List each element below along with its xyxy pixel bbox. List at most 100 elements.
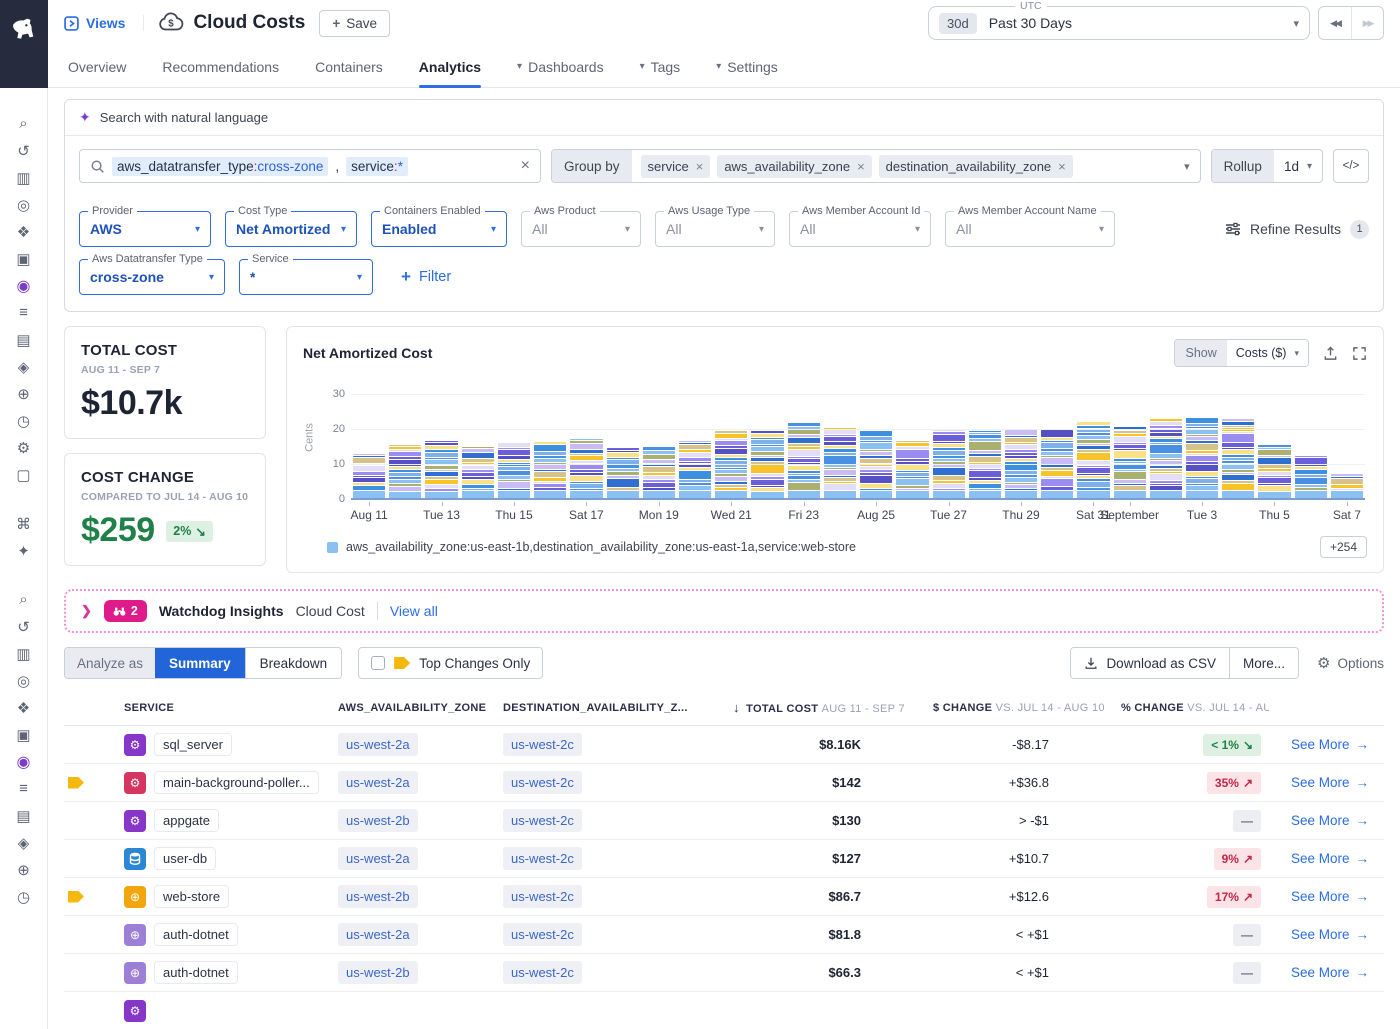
chart-bar[interactable] [1330,473,1364,499]
sidebar-item-synthetics-2-icon[interactable]: ⊕ [17,861,30,879]
sidebar-item-notebooks-icon[interactable]: ▢ [16,466,31,484]
filter-aws-usage-type[interactable]: Aws Usage Type All ▾ [655,205,775,247]
chart-bar[interactable] [896,440,929,499]
col-dollar-change[interactable]: $ CHANGE VS. JUL 14 - AUG 10 [933,702,1121,714]
sidebar-item-logs-icon[interactable]: ≡ [19,304,28,321]
chart-bar[interactable] [1258,444,1291,499]
time-back-button[interactable]: ◀◀ [1319,7,1351,39]
tab-analytics[interactable]: Analytics [418,46,482,88]
filter-provider[interactable]: Provider AWS ▾ [79,205,211,247]
sidebar-item-security-2-icon[interactable]: ◈ [17,834,30,852]
tab-overview[interactable]: Overview [68,46,126,87]
service-name[interactable]: sql_server [154,733,232,756]
sidebar-item-rum-2-icon[interactable]: ◷ [16,888,31,906]
service-name[interactable]: appgate [154,809,219,832]
groupby-chip[interactable]: aws_availability_zone × [717,154,872,178]
filter-cost-type[interactable]: Cost Type Net Amortized ▾ [225,205,357,247]
checkbox[interactable] [371,656,386,670]
tab-tags[interactable]: ▾ Tags [640,46,681,87]
table-row[interactable]: ⚙ [64,992,1384,1029]
sidebar-item-infrastructure-2-icon[interactable]: ❖ [16,699,31,717]
chart-bar[interactable] [1113,426,1146,499]
table-row[interactable]: ⊕ auth-dotnet us-west-2a us-west-2c $81.8 < +… [64,916,1384,954]
sidebar-item-infrastructure-icon[interactable]: ❖ [16,223,31,241]
chart-bar[interactable] [1294,455,1327,499]
time-range-picker[interactable]: UTC 30d Past 30 Days ▾ [928,0,1310,40]
col-availability-zone[interactable]: AWS_AVAILABILITY_ZONE [338,701,487,714]
expand-icon[interactable] [1352,346,1367,361]
filter-aws-member-account-name[interactable]: Aws Member Account Name All ▾ [945,205,1115,247]
sidebar-item-cost-management-2-icon[interactable]: ◉ [16,753,31,771]
chart-bar[interactable] [1004,429,1038,499]
sidebar-item-synthetics-icon[interactable]: ⊕ [17,385,30,403]
code-view-button[interactable]: </> [1333,149,1369,183]
groupby-chip[interactable]: destination_availability_zone × [878,154,1073,178]
table-row[interactable]: ⊕ auth-dotnet us-west-2b us-west-2c $66.3 < +… [64,954,1384,992]
sidebar-item-search-2-icon[interactable]: ⌕ [19,591,28,608]
sidebar-item-metrics-icon[interactable]: ▥ [16,169,31,187]
tab-dashboards[interactable]: ▾ Dashboards [517,46,604,87]
sidebar-item-rum-icon[interactable]: ◷ [16,412,31,430]
add-filter-button[interactable]: + Filter [401,267,451,287]
see-more-link[interactable]: See More → [1269,813,1384,828]
chart-bar[interactable] [932,429,965,499]
legend-label[interactable]: aws_availability_zone:us-east-1b,destina… [346,540,856,554]
sidebar-item-apm-icon[interactable]: ◎ [16,196,31,214]
filter-aws-product[interactable]: Aws Product All ▾ [521,205,641,247]
chart-bar[interactable] [678,440,712,499]
see-more-link[interactable]: See More → [1269,927,1384,942]
chevron-down-icon[interactable]: ▾ [1184,160,1190,173]
chart-bar[interactable] [425,440,458,499]
sidebar-item-containers-2-icon[interactable]: ▣ [16,726,31,744]
natural-language-search[interactable]: ✦ Search with natural language [65,100,1383,136]
save-button[interactable]: + Save [319,9,390,37]
service-name[interactable]: user-db [154,847,217,870]
service-name[interactable]: auth-dotnet [154,923,238,946]
query-token-datatransfer[interactable]: aws_datatransfer_type:cross-zone [112,156,329,176]
download-csv-button[interactable]: Download as CSV [1071,648,1229,678]
sidebar-item-bits-ai-icon[interactable]: ✦ [17,542,30,560]
see-more-link[interactable]: See More → [1269,889,1384,904]
col-destination-zone[interactable]: DESTINATION_AVAILABILITY_Z... [503,701,688,714]
chart-bar[interactable] [787,422,820,499]
chart-bar[interactable] [606,447,639,499]
remove-chip-icon[interactable]: × [695,158,704,174]
sidebar-item-apm-2-icon[interactable]: ◎ [16,672,31,690]
refine-results-button[interactable]: Refine Results 1 [1225,219,1369,239]
chart-bar[interactable] [1222,418,1255,499]
summary-tab[interactable]: Summary [155,648,245,678]
sidebar-item-ci-cd-icon[interactable]: ▤ [16,331,31,349]
remove-chip-icon[interactable]: × [857,158,865,174]
sidebar-item-recent-2-icon[interactable]: ↺ [17,618,30,636]
chart-bar[interactable] [1186,417,1219,499]
chart-bar[interactable] [461,446,494,499]
sidebar-item-integrations-icon[interactable]: ⌘ [16,515,31,533]
legend-overflow-badge[interactable]: +254 [1319,536,1367,558]
remove-chip-icon[interactable]: × [1058,158,1066,174]
sidebar-item-labs-icon[interactable]: ⚙ [16,439,31,457]
see-more-link[interactable]: See More → [1269,851,1384,866]
chart-bar[interactable] [642,446,675,499]
sidebar-item-logs-2-icon[interactable]: ≡ [19,780,28,797]
chart-bar[interactable] [1041,429,1074,499]
chart-bar[interactable] [570,438,603,499]
export-icon[interactable] [1323,346,1338,361]
see-more-link[interactable]: See More → [1269,737,1384,752]
see-more-link[interactable]: See More → [1269,965,1384,980]
rollup-value-dropdown[interactable]: 1d ▾ [1274,150,1322,182]
chart-bar[interactable] [353,453,386,499]
col-service[interactable]: SERVICE [124,701,175,714]
time-forward-button[interactable]: ▶▶ [1351,7,1383,39]
table-row[interactable]: ⊕ web-store us-west-2b us-west-2c $86.7 +$12.… [64,878,1384,916]
table-row[interactable]: ⚙ main-background-poller... us-west-2a us-w… [64,764,1384,802]
chart-bar[interactable] [1077,421,1110,499]
tab-containers[interactable]: Containers [315,46,383,87]
top-changes-only-toggle[interactable]: Top Changes Only [358,647,544,679]
chart-bar[interactable] [389,444,422,499]
chart-bar[interactable] [534,441,567,499]
search-input[interactable]: aws_datatransfer_type:cross-zone , servi… [79,149,541,183]
sidebar-item-recent-icon[interactable]: ↺ [17,142,30,160]
show-value-dropdown[interactable]: Costs ($) ▾ [1226,340,1308,366]
views-button[interactable]: Views [64,15,145,31]
table-row[interactable]: ⚙ appgate us-west-2b us-west-2c $130 > -$1 — Se… [64,802,1384,840]
